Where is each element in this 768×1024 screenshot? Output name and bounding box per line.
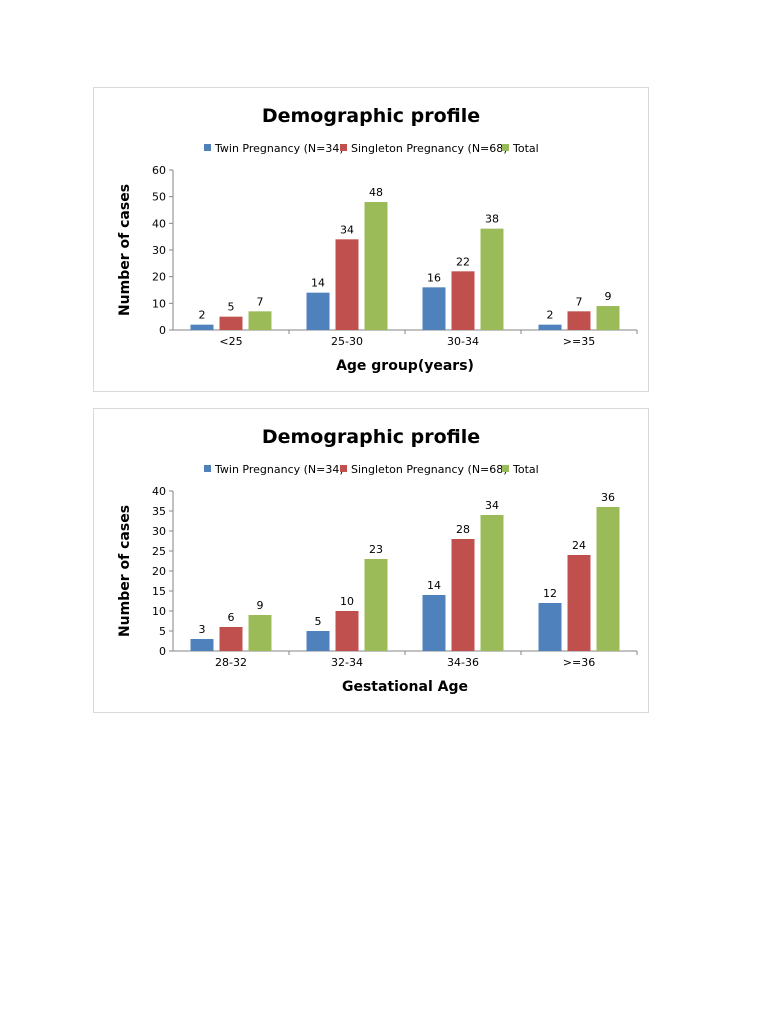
bar-1-0	[219, 627, 243, 651]
chart-age-group-svg: Demographic profile Twin Pregnancy (N=34)…	[117, 105, 638, 374]
legend-swatch-1	[340, 144, 347, 151]
data-label: 38	[485, 213, 499, 226]
y-tick-label: 30	[152, 525, 166, 538]
bar-2-3	[596, 306, 620, 330]
y-tick-label: 10	[152, 297, 166, 310]
data-label: 48	[369, 186, 383, 199]
data-label: 5	[228, 301, 235, 314]
y-tick-label: 0	[159, 324, 166, 337]
bar-1-0	[219, 316, 243, 330]
y-axis-title: Number of cases	[117, 184, 133, 316]
data-label: 10	[340, 595, 354, 608]
legend-label-1: Singleton Pregnancy (N=68)	[351, 142, 508, 155]
data-label: 22	[456, 255, 470, 268]
x-category-label: 28-32	[215, 656, 247, 669]
chart-title: Demographic profile	[262, 105, 480, 127]
bar-1-1	[335, 611, 359, 651]
y-tick-label: 40	[152, 485, 166, 498]
x-category-label: <25	[219, 335, 242, 348]
data-label: 2	[199, 309, 206, 322]
bar-2-1	[364, 202, 388, 330]
bar-0-3	[538, 324, 562, 330]
data-label: 9	[257, 599, 264, 612]
bar-1-3	[567, 311, 591, 330]
y-axis-title: Number of cases	[117, 505, 133, 637]
legend-swatch-2	[502, 144, 509, 151]
data-label: 28	[456, 523, 470, 536]
y-tick-label: 50	[152, 191, 166, 204]
bar-0-1	[306, 292, 330, 330]
y-tick-label: 30	[152, 244, 166, 257]
data-label: 23	[369, 543, 383, 556]
chart-title: Demographic profile	[262, 426, 480, 448]
x-axis-title: Gestational Age	[342, 679, 468, 695]
y-tick-label: 60	[152, 164, 166, 177]
data-label: 14	[427, 579, 441, 592]
data-label: 6	[228, 611, 235, 624]
chart-gestational-age-svg: Demographic profile Twin Pregnancy (N=34)…	[117, 426, 638, 695]
y-tick-label: 25	[152, 545, 166, 558]
bar-2-1	[364, 559, 388, 651]
y-tick-label: 20	[152, 271, 166, 284]
bar-1-1	[335, 239, 359, 330]
data-label: 36	[601, 491, 615, 504]
data-label: 24	[572, 539, 586, 552]
data-label: 16	[427, 271, 441, 284]
bar-0-0	[190, 639, 214, 651]
bar-2-2	[480, 228, 504, 330]
bar-2-0	[248, 311, 272, 330]
bar-0-1	[306, 631, 330, 651]
bar-0-0	[190, 324, 214, 330]
data-label: 7	[576, 295, 583, 308]
chart-gestational-age: Demographic profile Twin Pregnancy (N=34)…	[93, 408, 649, 713]
y-tick-label: 10	[152, 605, 166, 618]
legend-label-2: Total	[512, 142, 539, 155]
data-label: 3	[199, 623, 206, 636]
bar-1-2	[451, 271, 475, 330]
bar-0-2	[422, 595, 446, 651]
legend-swatch-0	[204, 465, 211, 472]
x-axis-title: Age group(years)	[336, 358, 474, 374]
bar-2-0	[248, 615, 272, 651]
bar-0-3	[538, 603, 562, 651]
legend-label-0: Twin Pregnancy (N=34)	[214, 142, 344, 155]
x-category-label: 34-36	[447, 656, 479, 669]
chart-age-group: Demographic profile Twin Pregnancy (N=34)…	[93, 87, 649, 392]
legend-label-2: Total	[512, 463, 539, 476]
data-label: 9	[605, 290, 612, 303]
legend-swatch-0	[204, 144, 211, 151]
bar-1-3	[567, 555, 591, 651]
data-label: 7	[257, 295, 264, 308]
y-tick-label: 5	[159, 625, 166, 638]
data-label: 12	[543, 587, 557, 600]
y-tick-label: 20	[152, 565, 166, 578]
y-tick-label: 35	[152, 505, 166, 518]
data-label: 34	[340, 223, 354, 236]
legend-swatch-2	[502, 465, 509, 472]
bar-0-2	[422, 287, 446, 330]
data-label: 14	[311, 277, 325, 290]
bar-2-3	[596, 507, 620, 651]
x-category-label: 25-30	[331, 335, 363, 348]
bar-2-2	[480, 515, 504, 651]
bar-1-2	[451, 539, 475, 651]
x-category-label: >=35	[563, 335, 595, 348]
legend-label-1: Singleton Pregnancy (N=68)	[351, 463, 508, 476]
y-tick-label: 40	[152, 217, 166, 230]
y-tick-label: 0	[159, 645, 166, 658]
data-label: 2	[547, 309, 554, 322]
legend-swatch-1	[340, 465, 347, 472]
y-tick-label: 15	[152, 585, 166, 598]
x-category-label: >=36	[563, 656, 595, 669]
x-category-label: 30-34	[447, 335, 479, 348]
data-label: 34	[485, 499, 499, 512]
legend-label-0: Twin Pregnancy (N=34)	[214, 463, 344, 476]
x-category-label: 32-34	[331, 656, 363, 669]
data-label: 5	[315, 615, 322, 628]
